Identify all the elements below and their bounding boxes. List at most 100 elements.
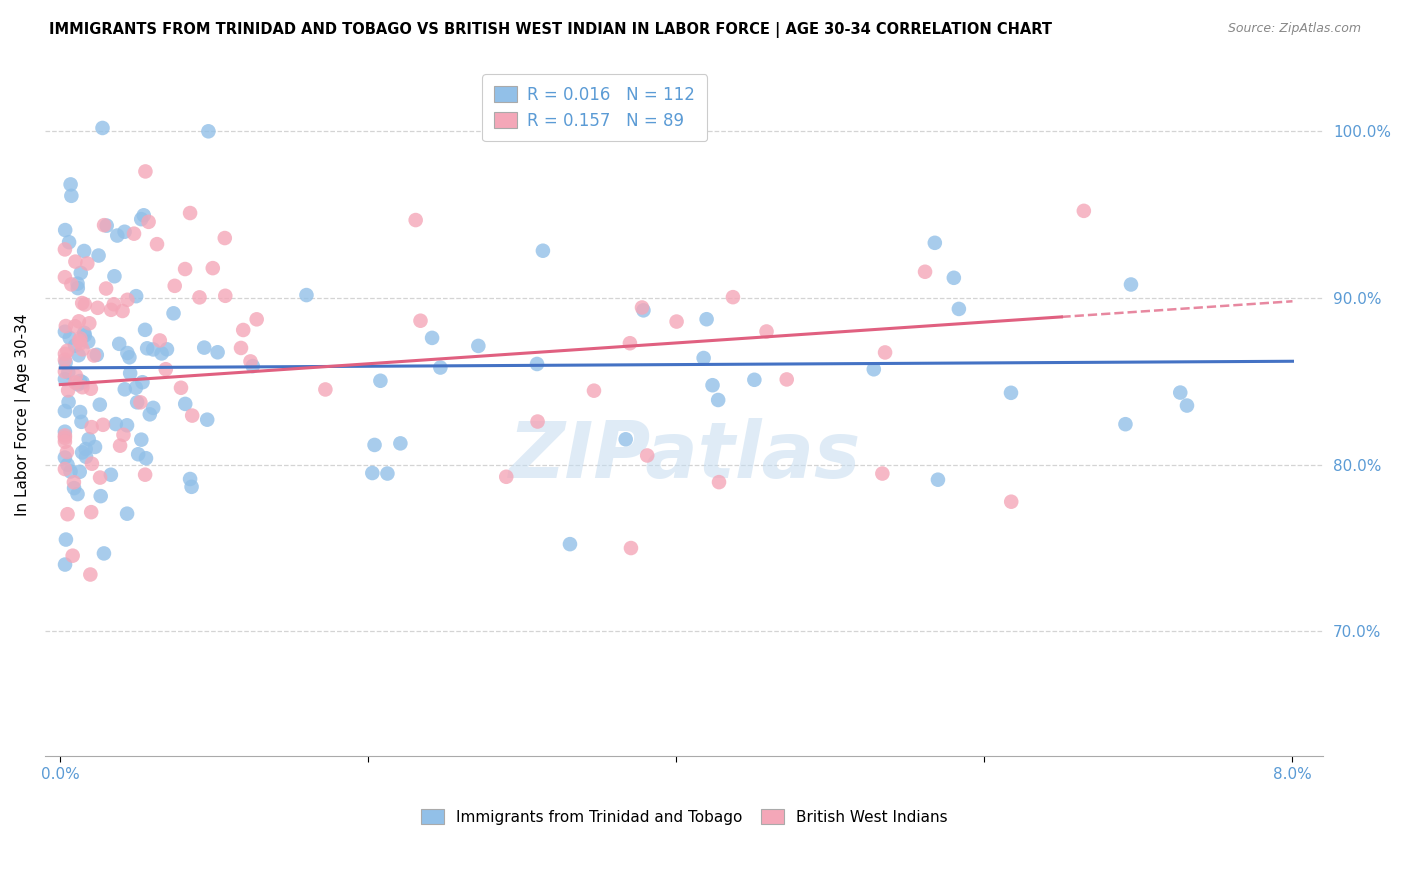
Point [108, 336, 131, 351]
Point [72, 376, 94, 390]
Point [53, 347, 76, 361]
Point [232, 323, 254, 337]
Point [70, 415, 93, 429]
Point [862, 362, 884, 376]
Point [873, 345, 896, 359]
Point [389, 436, 412, 450]
Point [65, 254, 87, 268]
Point [53, 243, 76, 257]
Point [63, 338, 86, 352]
Point [55, 356, 77, 370]
Point [58, 365, 80, 379]
Point [127, 395, 149, 409]
Point [115, 418, 138, 433]
Point [195, 412, 218, 426]
Point [94, 281, 117, 295]
Point [776, 372, 799, 386]
Point [53, 462, 76, 476]
Point [59, 178, 82, 192]
Point [633, 303, 655, 318]
Point [131, 433, 153, 447]
Point [53, 365, 76, 379]
Point [77, 334, 100, 349]
Point [127, 447, 149, 461]
Point [89, 398, 111, 412]
Point [53, 270, 76, 285]
Point [96, 219, 118, 233]
Point [134, 323, 156, 337]
Point [103, 269, 125, 284]
Point [149, 334, 172, 348]
Point [665, 314, 688, 328]
Point [73, 244, 96, 258]
Point [721, 290, 744, 304]
Point [67, 314, 90, 328]
Point [702, 378, 724, 392]
Point [62, 549, 84, 563]
Point [72, 343, 94, 357]
Point [53, 450, 76, 465]
Point [1175, 399, 1198, 413]
Point [111, 304, 134, 318]
Point [135, 451, 157, 466]
Point [914, 265, 936, 279]
Point [136, 341, 159, 355]
Point [70, 445, 93, 459]
Point [65, 376, 87, 390]
Point [142, 401, 165, 415]
Point [872, 467, 894, 481]
Point [80, 457, 103, 471]
Point [114, 225, 136, 239]
Point [924, 235, 946, 250]
Point [86, 348, 108, 362]
Legend: Immigrants from Trinidad and Tobago, British West Indians: Immigrants from Trinidad and Tobago, Bri… [413, 801, 955, 832]
Point [93, 218, 115, 232]
Point [55, 319, 77, 334]
Point [56, 445, 79, 459]
Point [214, 231, 236, 245]
Point [100, 302, 122, 317]
Point [744, 373, 766, 387]
Point [242, 359, 264, 373]
Point [707, 475, 730, 490]
Point [1000, 494, 1022, 508]
Point [146, 237, 169, 252]
Point [87, 248, 110, 262]
Point [53, 425, 76, 439]
Point [91, 417, 114, 432]
Point [1073, 203, 1095, 218]
Point [63, 475, 86, 490]
Point [197, 124, 219, 138]
Point [1168, 385, 1191, 400]
Point [193, 341, 215, 355]
Point [72, 380, 94, 394]
Point [620, 541, 643, 555]
Point [526, 415, 548, 429]
Point [69, 405, 91, 419]
Point [53, 428, 76, 442]
Point [363, 438, 385, 452]
Point [139, 408, 162, 422]
Point [636, 449, 658, 463]
Point [58, 395, 80, 409]
Point [181, 409, 204, 423]
Point [122, 227, 145, 241]
Point [558, 537, 581, 551]
Point [63, 319, 86, 334]
Point [405, 213, 427, 227]
Point [201, 261, 224, 276]
Point [1114, 417, 1136, 432]
Point [53, 558, 76, 572]
Point [67, 334, 90, 348]
Point [420, 331, 443, 345]
Point [56, 343, 79, 358]
Point [89, 470, 111, 484]
Point [91, 120, 114, 135]
Point [631, 301, 654, 315]
Point [66, 281, 89, 295]
Point [118, 351, 141, 365]
Point [53, 434, 76, 449]
Point [75, 442, 97, 456]
Point [117, 293, 139, 307]
Point [927, 473, 949, 487]
